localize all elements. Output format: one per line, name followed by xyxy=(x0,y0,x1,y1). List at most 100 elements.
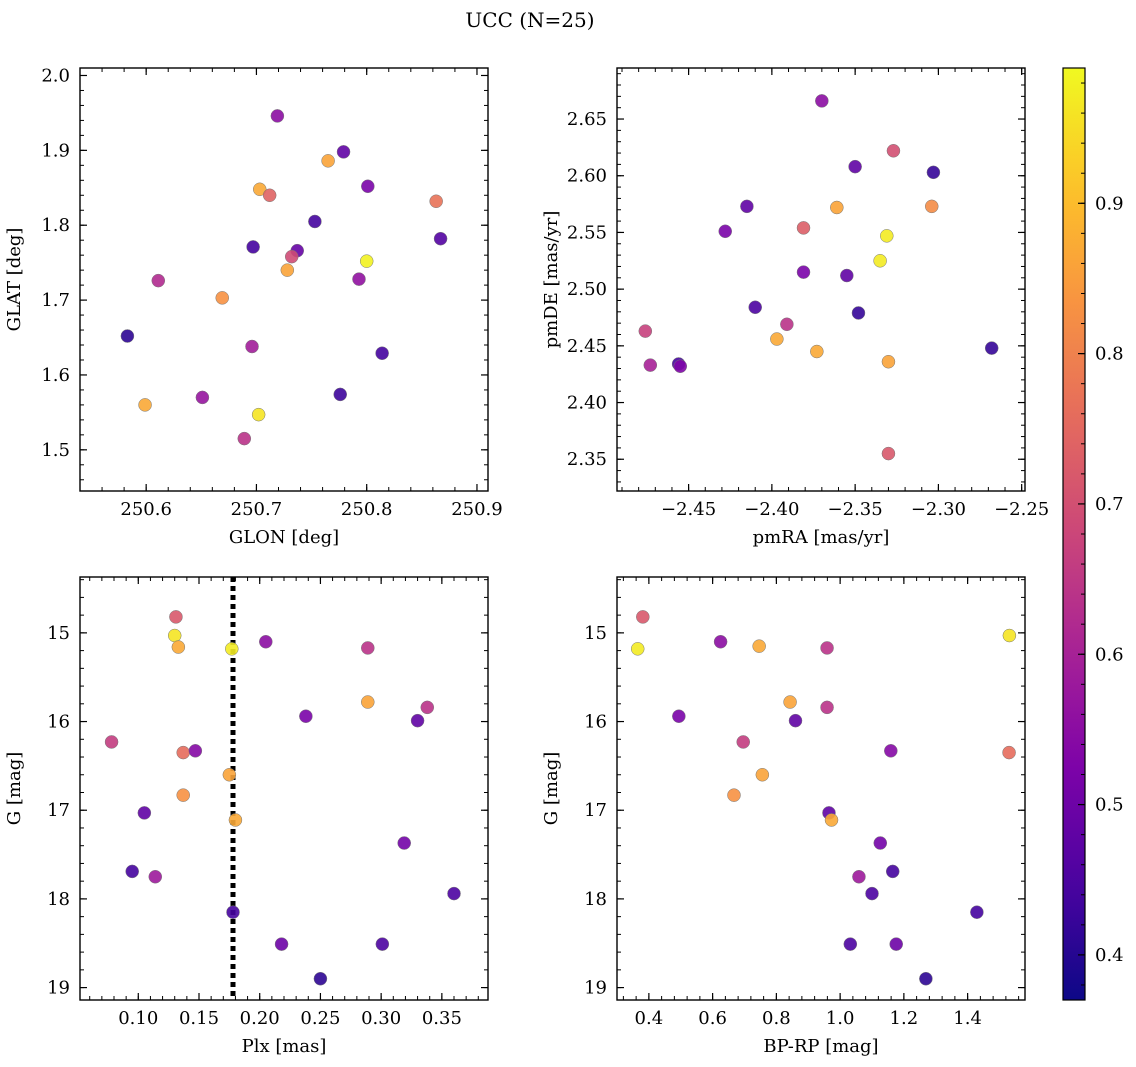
y-axis-label: pmDE [mas/yr] xyxy=(541,211,562,349)
y-tick-label: 2.60 xyxy=(567,166,607,187)
data-point xyxy=(169,610,183,624)
colorbar-tick-label: 0.6 xyxy=(1095,644,1124,665)
bprp-g-panel: 0.4 0.6 0.8 1.0 1.2 1.4 15 16 17 18 19 BP-RP [mag] G… xyxy=(541,576,1026,1057)
colorbar-tick-label: 0.7 xyxy=(1095,494,1124,515)
x-tick-label: −2.25 xyxy=(994,499,1049,520)
x-tick-label: 0.4 xyxy=(635,1008,664,1029)
data-point xyxy=(885,864,900,879)
data-point xyxy=(251,407,266,422)
data-point xyxy=(228,813,243,827)
plot-frame xyxy=(616,576,1026,1001)
y-tick-label: 1.5 xyxy=(41,440,70,461)
data-point xyxy=(359,254,374,268)
data-point xyxy=(125,864,139,879)
y-tick-label: 18 xyxy=(584,889,607,910)
data-point xyxy=(333,387,347,402)
x-axis-label: GLON [deg] xyxy=(229,527,339,548)
data-point xyxy=(796,221,811,235)
data-point xyxy=(672,709,686,723)
data-point xyxy=(313,971,328,986)
x-tick-label: −2.45 xyxy=(661,499,716,520)
data-point xyxy=(873,254,887,268)
scatter-points xyxy=(104,610,461,986)
data-point xyxy=(215,291,229,305)
data-point xyxy=(104,735,119,749)
data-point xyxy=(361,179,375,194)
data-point xyxy=(259,634,273,649)
x-axis-label: pmRA [mas/yr] xyxy=(753,527,890,548)
data-point xyxy=(643,358,658,372)
data-point xyxy=(375,937,390,951)
data-point xyxy=(262,188,277,203)
y-tick-label: 17 xyxy=(584,800,607,821)
data-point xyxy=(984,341,999,355)
x-axis-label: Plx [mas] xyxy=(242,1036,327,1057)
data-point xyxy=(770,332,784,346)
colorbar: 0.4 0.5 0.6 0.7 0.8 0.9 xyxy=(1062,67,1124,1001)
data-point xyxy=(151,273,166,288)
data-point xyxy=(636,610,650,624)
data-point xyxy=(225,642,239,656)
data-point xyxy=(852,869,866,884)
data-point xyxy=(630,642,645,656)
data-point xyxy=(740,199,754,214)
x-tick-label: 0.25 xyxy=(300,1008,340,1029)
data-point xyxy=(736,735,750,749)
y-tick-label: 18 xyxy=(47,889,70,910)
data-point xyxy=(137,806,152,820)
x-tick-label: 0.6 xyxy=(698,1008,727,1029)
y-tick-label: 1.9 xyxy=(41,140,70,161)
scatter-points xyxy=(120,109,448,446)
data-point xyxy=(252,182,267,197)
y-tick-label: 15 xyxy=(47,623,70,644)
colorbar-tick-label: 0.9 xyxy=(1095,193,1124,214)
data-point xyxy=(815,94,829,108)
x-tick-label: 0.35 xyxy=(422,1008,462,1029)
data-point xyxy=(420,700,435,715)
x-tick-label: 0.20 xyxy=(240,1008,280,1029)
plot-frame xyxy=(79,67,489,492)
data-point xyxy=(222,768,237,782)
data-point xyxy=(820,700,834,715)
data-point xyxy=(299,709,313,723)
y-tick-label: 19 xyxy=(584,978,607,999)
data-point xyxy=(924,199,939,214)
data-point xyxy=(873,836,888,850)
y-tick-label: 19 xyxy=(47,978,70,999)
y-tick-label: 1.7 xyxy=(41,290,70,311)
data-point xyxy=(755,768,770,782)
data-point xyxy=(280,263,295,277)
data-point xyxy=(881,446,896,461)
y-tick-label: 2.55 xyxy=(567,222,607,243)
data-point xyxy=(865,886,879,901)
data-point xyxy=(884,744,898,758)
y-tick-label: 2.50 xyxy=(567,279,607,300)
x-tick-label: −2.30 xyxy=(911,499,966,520)
data-point xyxy=(375,346,389,360)
data-point xyxy=(246,240,260,254)
data-point xyxy=(848,159,862,174)
y-axis-label: GLAT [deg] xyxy=(4,228,25,332)
data-point xyxy=(1002,745,1016,760)
x-tick-label: 0.30 xyxy=(361,1008,401,1029)
ticks: 250.6 250.7 250.8 250.9 1.5 1.6 1.7 1.8 1.9 2.0 xyxy=(41,65,502,520)
colorbar-tick-label: 0.4 xyxy=(1095,945,1124,966)
ticks: 0.4 0.6 0.8 1.0 1.2 1.4 15 16 17 18 19 xyxy=(584,577,1025,1029)
data-point xyxy=(270,109,285,123)
scatter-points xyxy=(630,610,1017,986)
ticks: 0.10 0.15 0.20 0.25 0.30 0.35 15 16 17 18 19 xyxy=(47,577,488,1029)
ticks: −2.45 −2.40 −2.35 −2.30 −2.25 2.35 2.40 2.45 2.5… xyxy=(567,68,1049,520)
data-point xyxy=(361,695,375,709)
scatter-points xyxy=(638,94,999,461)
y-tick-label: 15 xyxy=(584,623,607,644)
data-point xyxy=(284,249,299,264)
y-tick-label: 2.65 xyxy=(567,109,607,130)
data-point xyxy=(226,905,240,919)
data-point xyxy=(195,390,210,405)
data-point xyxy=(361,641,375,655)
x-tick-label: 250.7 xyxy=(231,499,283,520)
y-tick-label: 2.0 xyxy=(41,65,70,86)
data-point xyxy=(447,886,461,901)
x-tick-label: −2.40 xyxy=(744,499,799,520)
